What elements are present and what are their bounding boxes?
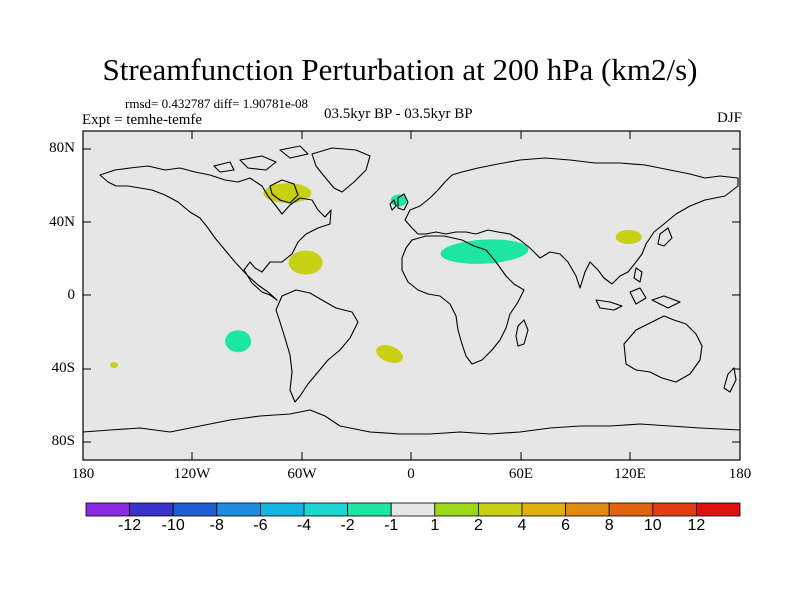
plot-title: Streamfunction Perturbation at 200 hPa (… [102, 52, 698, 87]
colorbar-swatch [85, 502, 130, 517]
colorbar-swatch [565, 502, 610, 517]
colorbar-label: -1 [384, 517, 399, 534]
coastlines [83, 145, 740, 435]
anomaly-south-pacific [225, 330, 252, 353]
anomaly-far-south-pacific [110, 361, 119, 368]
colorbar-label: -8 [209, 517, 224, 534]
colorbar-label: 10 [643, 517, 662, 534]
coast-europe-asia [404, 157, 739, 289]
colorbar-swatch [696, 502, 741, 517]
period-label: 03.5kyr BP - 03.5kyr BP [324, 106, 473, 122]
colorbar-swatch [347, 502, 392, 517]
season-label: DJF [716, 110, 742, 126]
colorbar [85, 502, 741, 517]
colorbar-label: -6 [253, 517, 268, 534]
colorbar-label: 1 [430, 517, 440, 534]
coast-arctic-islands [213, 145, 309, 173]
coast-greenland [311, 147, 371, 193]
y-label-40n: 40N [49, 214, 75, 230]
colorbar-label: -4 [296, 517, 312, 534]
x-label-120e: 120E [614, 466, 646, 482]
colorbar-label: -12 [118, 517, 142, 534]
x-label-180w: 180 [71, 466, 95, 482]
colorbar-swatch [390, 502, 436, 517]
coast-southeast-asia-islands [595, 267, 681, 311]
coast-hudson-bay [269, 179, 299, 204]
colorbar-swatch [434, 502, 479, 517]
coast-north-america [99, 165, 332, 301]
colorbar-swatch [521, 502, 566, 517]
coast-antarctica [83, 409, 740, 435]
colorbar-swatch [129, 502, 174, 517]
colorbar-label: 6 [561, 517, 571, 534]
colorbar-swatch [652, 502, 697, 517]
colorbar-label: 8 [604, 517, 614, 534]
coast-british-isles [389, 193, 409, 211]
x-label-180e: 180 [728, 466, 752, 482]
stats-text: rmsd= 0.432787 diff= 1.90781e-08 [125, 96, 309, 111]
x-label-0: 0 [407, 466, 415, 482]
colorbar-swatch [216, 502, 261, 517]
coast-africa [401, 235, 525, 365]
colorbar-swatch [608, 502, 654, 517]
colorbar-swatch [172, 502, 218, 517]
map-background [83, 131, 740, 460]
y-label-80n: 80N [49, 140, 75, 156]
colorbar-swatch [477, 502, 523, 517]
colorbar-label: 12 [687, 517, 706, 534]
colorbar-label: 2 [473, 517, 483, 534]
coast-madagascar [515, 319, 529, 347]
coast-japan [657, 227, 673, 247]
colorbar-label: -10 [161, 517, 185, 534]
experiment-label: Expt = temhe-temfe [82, 112, 203, 128]
y-label-0: 0 [67, 287, 76, 303]
anomaly-caribbean [288, 250, 323, 275]
x-label-60w: 60W [287, 466, 317, 482]
anomaly-layer [110, 183, 642, 368]
y-label-40s: 40S [51, 360, 75, 376]
coast-australia [623, 315, 703, 383]
coast-south-america [275, 289, 359, 403]
colorbar-label: -2 [340, 517, 355, 534]
anomaly-arabia [440, 239, 529, 264]
colorbar-label: 4 [517, 517, 527, 534]
x-label-60e: 60E [508, 466, 534, 482]
colorbar-swatch [303, 502, 348, 517]
anomaly-south-atlantic [376, 345, 404, 363]
y-label-80s: 80S [51, 433, 75, 449]
anomaly-east-china [615, 230, 642, 245]
ticks [83, 131, 740, 460]
x-label-120w: 120W [173, 466, 211, 482]
colorbar-swatch [259, 502, 305, 517]
